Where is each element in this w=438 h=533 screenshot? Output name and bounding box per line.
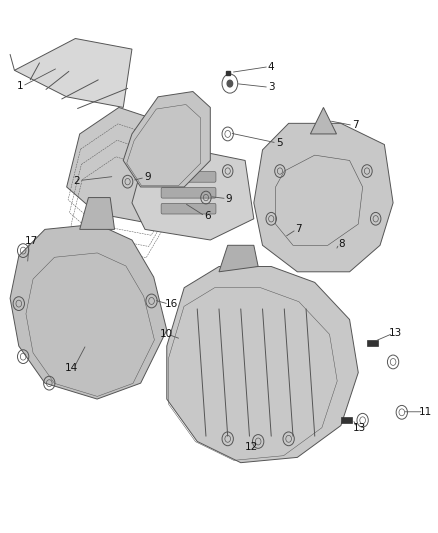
Text: 9: 9 [226, 193, 232, 204]
FancyBboxPatch shape [161, 204, 216, 214]
Text: 13: 13 [353, 423, 366, 433]
Text: 7: 7 [352, 120, 359, 131]
Text: 13: 13 [389, 328, 402, 338]
Text: 1: 1 [17, 81, 23, 91]
Text: 8: 8 [338, 239, 345, 249]
Polygon shape [254, 123, 393, 272]
Polygon shape [14, 38, 132, 108]
Polygon shape [311, 108, 336, 134]
Polygon shape [80, 198, 115, 229]
Text: 16: 16 [165, 299, 178, 309]
FancyBboxPatch shape [341, 417, 352, 423]
Text: 3: 3 [268, 82, 275, 92]
Text: 7: 7 [295, 224, 302, 235]
Polygon shape [219, 245, 258, 272]
Polygon shape [10, 224, 167, 399]
Text: 12: 12 [245, 442, 258, 452]
FancyBboxPatch shape [161, 188, 216, 198]
Text: 14: 14 [65, 364, 78, 373]
Text: 17: 17 [25, 236, 38, 246]
Text: 6: 6 [204, 211, 211, 221]
Text: 11: 11 [419, 407, 432, 417]
Text: 9: 9 [144, 172, 151, 182]
FancyBboxPatch shape [161, 172, 216, 182]
Polygon shape [167, 266, 358, 463]
Text: 4: 4 [268, 62, 275, 71]
Polygon shape [132, 150, 254, 240]
Text: 5: 5 [276, 138, 283, 148]
FancyBboxPatch shape [367, 340, 378, 346]
Text: 10: 10 [159, 329, 173, 340]
Text: 2: 2 [74, 175, 80, 185]
Polygon shape [123, 92, 210, 187]
Polygon shape [67, 108, 176, 224]
Circle shape [227, 80, 233, 87]
